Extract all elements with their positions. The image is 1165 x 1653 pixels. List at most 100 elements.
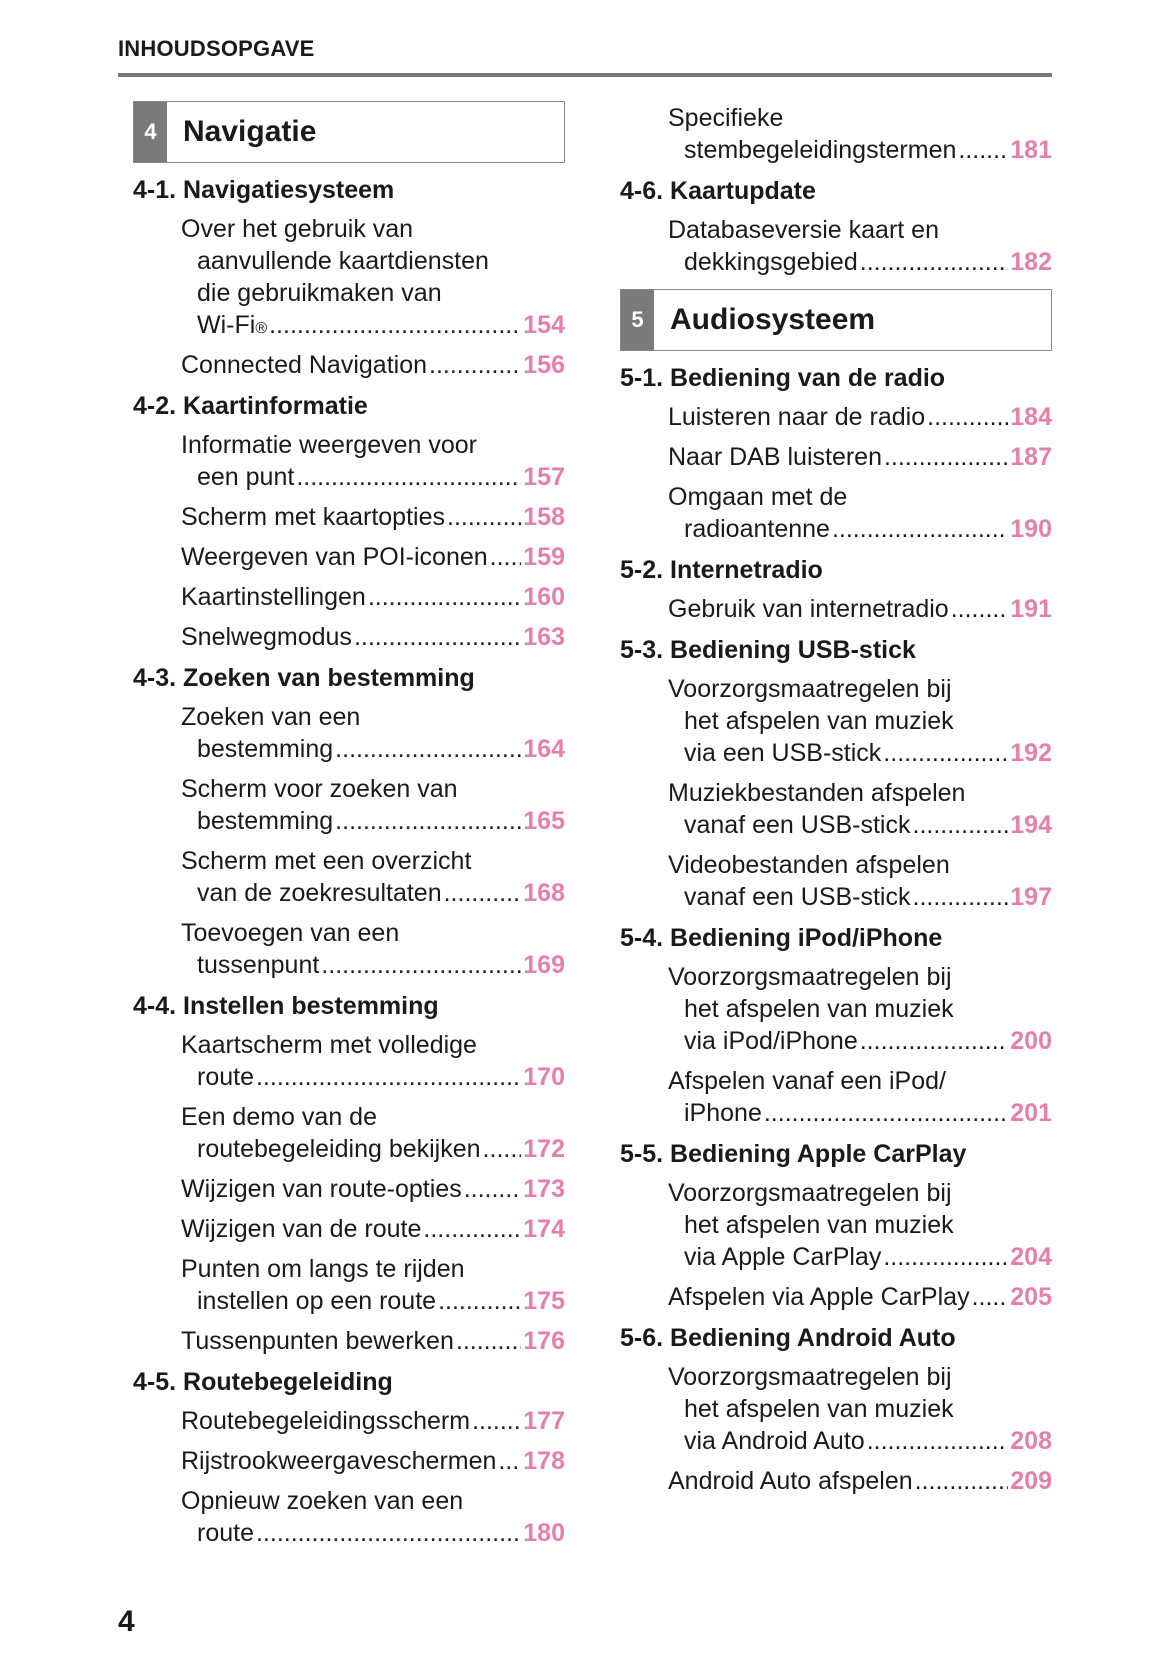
toc-entry-line: Punten om langs te rijden [181, 1255, 465, 1283]
page-reference[interactable]: 200 [1010, 1027, 1052, 1055]
toc-entry-line: vanaf een USB-stick 194 [668, 809, 1052, 841]
toc-entry[interactable]: Tussenpunten bewerken 176 [133, 1325, 565, 1357]
page-reference[interactable]: 181 [1010, 136, 1052, 164]
section-heading[interactable]: 4-4. Instellen bestemming [133, 992, 439, 1020]
toc-entry[interactable]: Toevoegen van een tussenpunt 169 [133, 917, 565, 981]
page-reference[interactable]: 164 [523, 735, 565, 763]
page-reference[interactable]: 197 [1010, 883, 1052, 911]
section-heading[interactable]: 5-2. Internetradio [620, 556, 823, 584]
page-reference[interactable]: 172 [523, 1135, 565, 1163]
section-heading[interactable]: 5-5. Bediening Apple CarPlay [620, 1140, 967, 1168]
page-reference[interactable]: 169 [523, 951, 565, 979]
page-reference[interactable]: 176 [523, 1327, 565, 1355]
toc-entry-line: Connected Navigation 156 [181, 349, 565, 381]
toc-entry[interactable]: Scherm voor zoeken van bestemming 165 [133, 773, 565, 837]
toc-entry-line: Weergeven van POI-iconen 159 [181, 541, 565, 573]
chapter-number: 4 [134, 102, 167, 162]
toc-entry-line: Afspelen via Apple CarPlay 205 [668, 1281, 1052, 1313]
page-reference[interactable]: 174 [523, 1215, 565, 1243]
toc-entry[interactable]: Kaartscherm met volledige route 170 [133, 1029, 565, 1093]
toc-entry-text: route [197, 1519, 254, 1547]
page-reference[interactable]: 187 [1010, 443, 1052, 471]
toc-entry[interactable]: Videobestanden afspelen vanaf een USB-sti… [620, 849, 1052, 913]
page-reference[interactable]: 165 [523, 807, 565, 835]
section-heading[interactable]: 5-6. Bediening Android Auto [620, 1324, 956, 1352]
toc-entry[interactable]: Muziekbestanden afspelen vanaf een USB-st… [620, 777, 1052, 841]
toc-entry-text: vanaf een USB-stick [684, 883, 911, 911]
toc-entry[interactable]: Afspelen vanaf een iPod/iPhone 201 [620, 1065, 1052, 1129]
toc-entry[interactable]: Afspelen via Apple CarPlay 205 [620, 1281, 1052, 1313]
section-heading[interactable]: 4-6. Kaartupdate [620, 177, 816, 205]
toc-entry[interactable]: Wijzigen van de route 174 [133, 1213, 565, 1245]
page-reference[interactable]: 204 [1010, 1243, 1052, 1271]
toc-entry[interactable]: Voorzorgsmaatregelen bij het afspelen van… [620, 673, 1052, 769]
toc-entry-text: van de zoekresultaten [197, 879, 442, 907]
toc-entry[interactable]: Voorzorgsmaatregelen bij het afspelen van… [620, 1177, 1052, 1273]
page-reference[interactable]: 191 [1010, 595, 1052, 623]
toc-entry[interactable]: Omgaan met de radioantenne 190 [620, 481, 1052, 545]
toc-entry[interactable]: Punten om langs te rijden instellen op ee… [133, 1253, 565, 1317]
toc-entry[interactable]: Voorzorgsmaatregelen bij het afspelen van… [620, 961, 1052, 1057]
toc-entry[interactable]: Voorzorgsmaatregelen bij het afspelen van… [620, 1361, 1052, 1457]
toc-entry[interactable]: Scherm met kaartopties 158 [133, 501, 565, 533]
toc-entry[interactable]: Gebruik van internetradio 191 [620, 593, 1052, 625]
toc-entry[interactable]: Informatie weergeven voor een punt 157 [133, 429, 565, 493]
page-reference[interactable]: 173 [523, 1175, 565, 1203]
toc-entry[interactable]: Wijzigen van route-opties 173 [133, 1173, 565, 1205]
toc-entry[interactable]: Connected Navigation 156 [133, 349, 565, 381]
page-reference[interactable]: 175 [523, 1287, 565, 1315]
page-reference[interactable]: 160 [523, 583, 565, 611]
page-reference[interactable]: 168 [523, 879, 565, 907]
section-heading[interactable]: 4-3. Zoeken van bestemming [133, 664, 475, 692]
toc-entry-line: radioantenne 190 [668, 513, 1052, 545]
toc-entry[interactable]: Specifieke stembegeleidingstermen 181 [620, 102, 1052, 166]
page-reference[interactable]: 209 [1010, 1467, 1052, 1495]
page-reference[interactable]: 178 [523, 1447, 565, 1475]
section-heading[interactable]: 5-4. Bediening iPod/iPhone [620, 924, 943, 952]
section-heading[interactable]: 4-2. Kaartinformatie [133, 392, 368, 420]
toc-entry[interactable]: Snelwegmodus 163 [133, 621, 565, 653]
page-reference[interactable]: 177 [523, 1407, 565, 1435]
leader-dots [335, 733, 521, 765]
toc-entry[interactable]: Een demo van de routebegeleiding bekijken… [133, 1101, 565, 1165]
page-reference[interactable]: 208 [1010, 1427, 1052, 1455]
toc-entry[interactable]: Scherm met een overzicht van de zoekresul… [133, 845, 565, 909]
toc-entry[interactable]: Rijstrookweergaveschermen 178 [133, 1445, 565, 1477]
page-reference[interactable]: 154 [523, 311, 565, 339]
toc-entry-line: route 180 [181, 1517, 565, 1549]
toc-entry[interactable]: Naar DAB luisteren 187 [620, 441, 1052, 473]
toc-entry-line: het afspelen van muziek [684, 1395, 954, 1423]
page-reference[interactable]: 192 [1010, 739, 1052, 767]
page-reference[interactable]: 163 [523, 623, 565, 651]
leader-dots [832, 513, 1008, 545]
toc-entry[interactable]: Over het gebruik van aanvullende kaartdie… [133, 213, 565, 341]
toc-entry-text: bestemming [197, 807, 334, 835]
page-reference[interactable]: 156 [523, 351, 565, 379]
page-reference[interactable]: 158 [523, 503, 565, 531]
toc-entry-text: Kaartinstellingen [181, 583, 366, 611]
toc-entry[interactable]: Opnieuw zoeken van een route 180 [133, 1485, 565, 1549]
page-reference[interactable]: 201 [1010, 1099, 1052, 1127]
toc-entry[interactable]: Routebegeleidingsscherm 177 [133, 1405, 565, 1437]
page-reference[interactable]: 170 [523, 1063, 565, 1091]
toc-entry[interactable]: Android Auto afspelen 209 [620, 1465, 1052, 1497]
page-reference[interactable]: 157 [523, 463, 565, 491]
toc-entry[interactable]: Luisteren naar de radio 184 [620, 401, 1052, 433]
section-heading[interactable]: 4-1. Navigatiesysteem [133, 176, 395, 204]
section-heading[interactable]: 5-3. Bediening USB-stick [620, 636, 916, 664]
toc-entry[interactable]: Kaartinstellingen 160 [133, 581, 565, 613]
page-reference[interactable]: 190 [1010, 515, 1052, 543]
toc-entry-line: via Android Auto 208 [668, 1425, 1052, 1457]
toc-entry[interactable]: Zoeken van een bestemming 164 [133, 701, 565, 765]
page-reference[interactable]: 205 [1010, 1283, 1052, 1311]
toc-entry[interactable]: Databaseversie kaart en dekkingsgebied 182 [620, 214, 1052, 278]
section-heading[interactable]: 4-5. Routebegeleiding [133, 1368, 393, 1396]
page-reference[interactable]: 180 [523, 1519, 565, 1547]
page-reference[interactable]: 194 [1010, 811, 1052, 839]
page-reference[interactable]: 182 [1010, 248, 1052, 276]
toc-entry[interactable]: Weergeven van POI-iconen 159 [133, 541, 565, 573]
toc-entry-line: Voorzorgsmaatregelen bij [668, 1179, 952, 1207]
page-reference[interactable]: 159 [523, 543, 565, 571]
section-heading[interactable]: 5-1. Bediening van de radio [620, 364, 946, 392]
page-reference[interactable]: 184 [1010, 403, 1052, 431]
